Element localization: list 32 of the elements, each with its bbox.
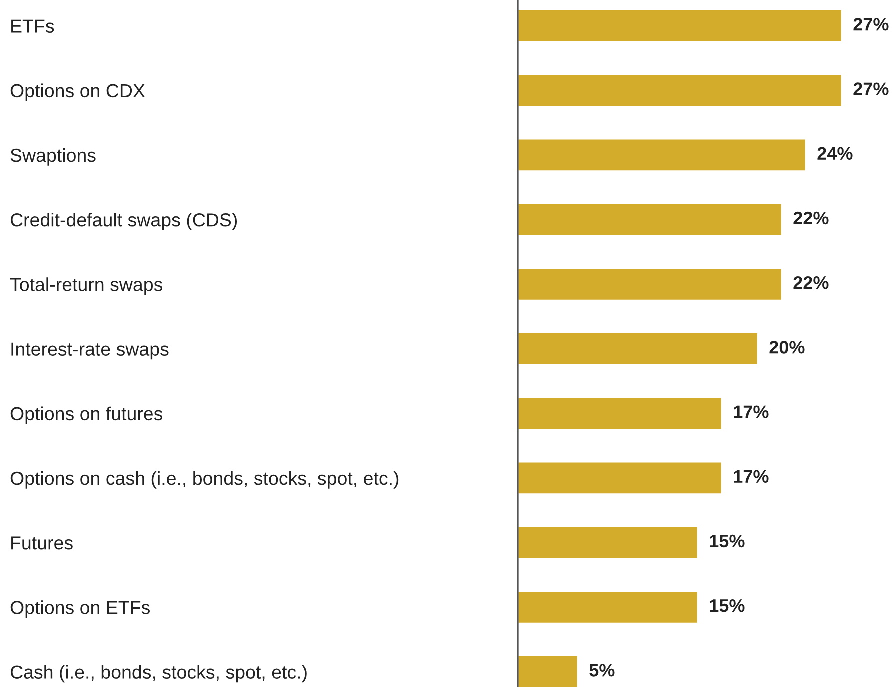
bar [518,526,699,560]
y-tick-label: ETFs [12,20,54,33]
bar [518,202,783,237]
bar [518,332,759,366]
y-tick-label: Options on CDX [10,84,146,102]
data-label: 15% [710,534,745,548]
data-label: 17% [734,406,769,418]
data-label: 27% [854,18,889,31]
y-tick-label: Options on ETFs [10,600,150,618]
data-label: 5% [590,664,615,677]
data-label: 27% [854,82,889,96]
data-label: 24% [818,147,853,160]
bar [518,9,843,43]
y-tick-label: Options on cash (i.e., bonds, stocks, spot, etc.) [10,471,399,489]
y-tick-label: Futures [12,536,73,550]
y-tick-label: Options on futures [10,406,163,424]
bar [518,268,783,302]
y-tick-label: Cash (i.e., bonds, stocks, spot, etc.) [10,665,307,683]
data-label: 17% [734,470,769,484]
y-tick-label: Swaptions [10,148,96,166]
y-tick-label: Credit-default swaps (CDS) [10,213,238,230]
bar [518,461,723,496]
bar [518,396,723,430]
y-tick-label: Total-return swaps [10,278,162,296]
data-label: 15% [710,600,745,612]
bar [518,590,699,624]
data-label: 22% [794,276,829,290]
bar [518,138,807,172]
data-label: 22% [794,212,829,225]
data-label: 20% [770,341,805,354]
bar [518,74,843,108]
y-tick-label: Interest-rate swaps [12,342,169,360]
